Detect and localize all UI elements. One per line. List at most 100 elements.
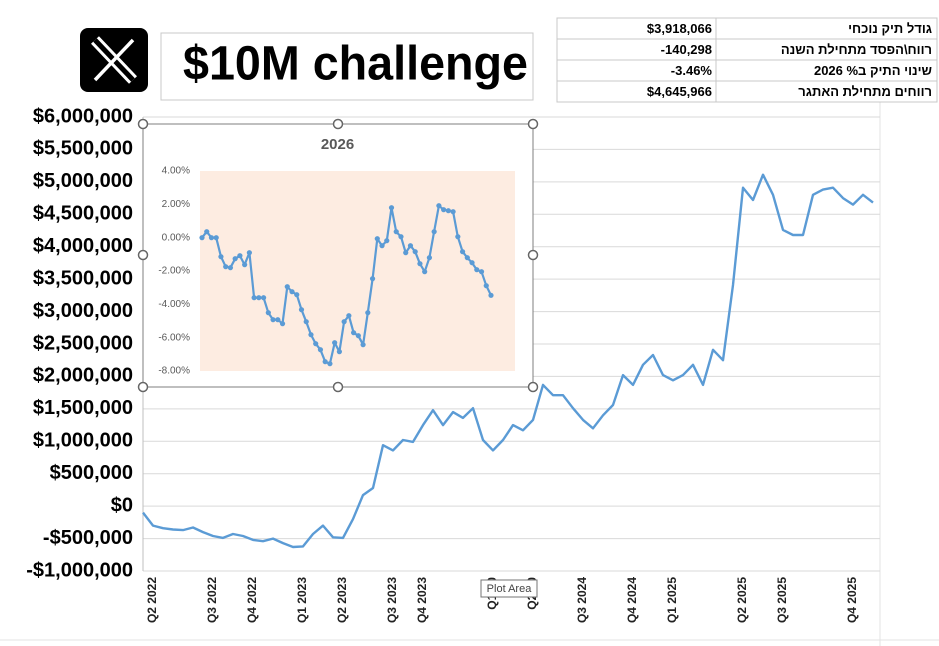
data-point: [351, 330, 357, 336]
data-point: [270, 317, 276, 323]
data-point: [464, 255, 470, 261]
y-tick-label: -$1,000,000: [26, 559, 133, 581]
data-point: [407, 243, 414, 249]
data-point: [317, 347, 324, 353]
table-label: רווחים מתחילת האתגר: [798, 84, 932, 99]
y-tick-label: $500,000: [50, 462, 133, 484]
data-point: [459, 249, 466, 255]
data-point: [469, 260, 475, 266]
data-point: [298, 307, 305, 313]
data-point: [445, 208, 451, 214]
data-point: [294, 292, 300, 298]
data-point: [275, 317, 281, 323]
data-point: [379, 243, 385, 249]
table-value: -3.46%: [671, 63, 713, 78]
data-point: [478, 269, 485, 275]
inset-chart: 4.00% 2.00% 0.00% -2.00% -4.00% -6.00% -8.00% 2…: [142, 123, 534, 388]
data-point: [398, 234, 404, 240]
tooltip: Plot Area: [487, 583, 533, 595]
data-point: [232, 256, 238, 262]
x-tick-label: Q4 2023: [415, 577, 429, 623]
x-logo: [80, 28, 148, 92]
table-value: $4,645,966: [647, 84, 712, 99]
data-point: [474, 267, 480, 273]
data-point: [341, 319, 347, 325]
data-point: [218, 254, 224, 260]
data-point: [403, 250, 409, 256]
table-label: רווח\הפסד מתחילת השנה: [781, 42, 932, 57]
data-point: [204, 229, 210, 235]
data-point: [422, 269, 428, 275]
x-tick-label: Q4 2024: [625, 577, 639, 623]
y-tick-label: $1,000,000: [33, 430, 133, 452]
data-point: [336, 349, 342, 355]
data-point: [374, 236, 380, 242]
page-title: $10M challenge: [183, 38, 528, 91]
y-tick-label: 4.00%: [162, 166, 190, 177]
table-label: גודל תיק נוכחי: [848, 21, 932, 36]
data-point: [246, 250, 252, 256]
data-point: [284, 284, 290, 290]
data-point: [303, 319, 309, 325]
data-point: [488, 292, 494, 298]
data-point: [256, 295, 262, 301]
data-point: [327, 361, 333, 367]
data-point: [223, 264, 229, 270]
data-point: [360, 342, 366, 348]
table-value: -140,298: [661, 42, 712, 57]
y-tick-label: 0.00%: [162, 232, 190, 243]
y-tick-label: -$500,000: [43, 527, 133, 549]
y-tick-label: $1,500,000: [33, 397, 133, 419]
y-tick-label: $2,500,000: [33, 332, 133, 354]
data-point: [279, 321, 286, 327]
data-point: [322, 359, 328, 365]
x-tick-label: Q3 2023: [385, 577, 399, 623]
data-point: [313, 341, 319, 347]
x-tick-label: Q4 2025: [845, 577, 859, 623]
y-tick-label: $4,500,000: [33, 203, 133, 225]
data-point: [265, 310, 271, 316]
x-tick-label: Q2 2025: [735, 577, 749, 623]
y-tick-label: $2,000,000: [33, 365, 133, 387]
y-tick-label: $5,000,000: [33, 170, 133, 192]
data-point: [441, 207, 447, 213]
data-point: [412, 249, 418, 255]
data-point: [426, 255, 433, 261]
data-point: [417, 261, 423, 267]
y-tick-label: $4,000,000: [33, 235, 133, 257]
x-tick-label: Q2 2022: [145, 577, 159, 623]
data-point: [260, 295, 267, 301]
data-point: [199, 235, 205, 241]
data-line: [142, 173, 874, 549]
data-point: [450, 209, 456, 215]
y-tick-label: 2.00%: [162, 199, 190, 210]
selection-handles: [137, 118, 539, 393]
data-point: [483, 283, 489, 289]
title-box: [160, 32, 534, 101]
data-point: [289, 289, 295, 295]
data-point: [237, 253, 243, 259]
x-tick-label: Q4 2022: [245, 577, 259, 623]
data-point: [393, 229, 399, 235]
x-tick-label: Q3 2024: [575, 577, 589, 623]
data-point: [227, 265, 234, 271]
y-tick-label: $5,500,000: [33, 138, 133, 160]
table-cell: [715, 80, 938, 103]
plot-area: [200, 171, 515, 371]
data-point: [308, 332, 314, 338]
summary-table: $3,918,066 גודל תיק נוכחי -140,298 רווח\הפס…: [556, 17, 938, 103]
data-point: [208, 235, 215, 241]
x-tick-label: Q1 2023: [295, 577, 309, 623]
x-tick-label: Q1 2025: [665, 577, 679, 623]
data-point: [365, 310, 371, 316]
y-tick-label: -6.00%: [158, 332, 190, 343]
y-tick-label: $3,500,000: [33, 267, 133, 289]
y-tick-label: $6,000,000: [33, 105, 133, 127]
data-point: [384, 238, 390, 244]
y-tick-label: -4.00%: [158, 299, 190, 310]
data-point: [213, 235, 219, 241]
sheet-gridlines: [0, 102, 939, 646]
chart-title: 2026: [321, 136, 354, 153]
data-point: [431, 229, 437, 235]
